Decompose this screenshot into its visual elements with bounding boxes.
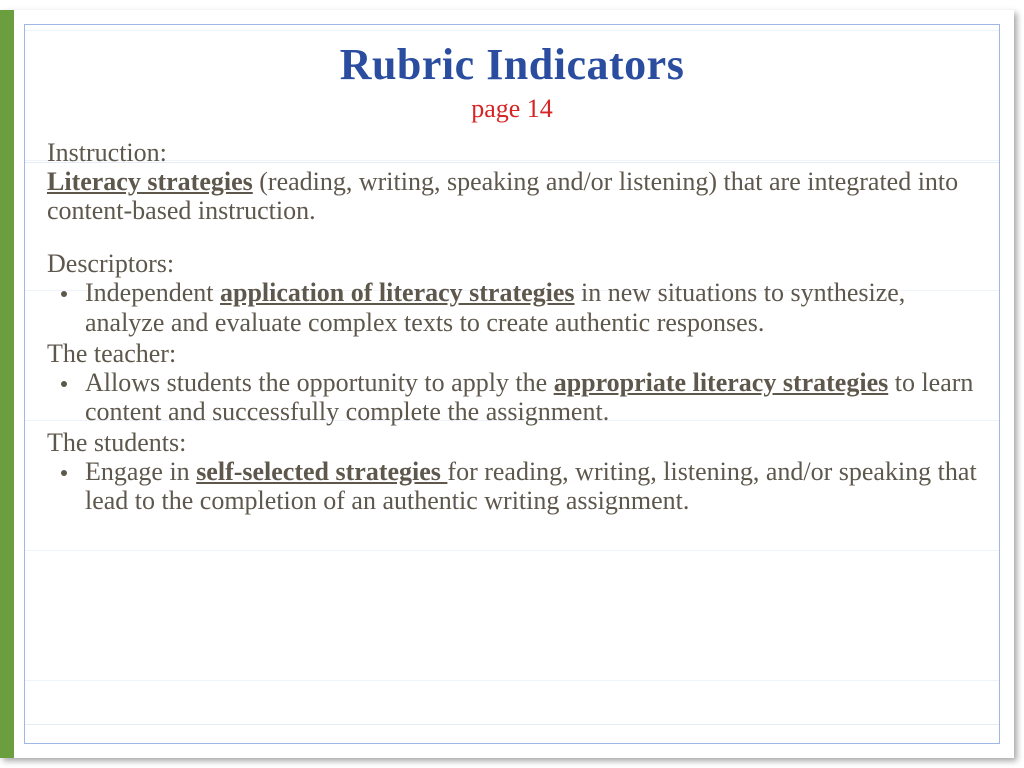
slide-area: Rubric Indicators page 14 Instruction: L… [14, 10, 1014, 758]
slide-card: Rubric Indicators page 14 Instruction: L… [0, 10, 1014, 758]
bullet-icon [61, 470, 67, 476]
descriptor-text: Independent application of literacy stra… [85, 278, 977, 336]
teacher-bullet: Allows students the opportunity to apply… [47, 368, 977, 426]
text-pre: Allows students the opportunity to apply… [85, 368, 554, 397]
text-pre: Engage in [85, 457, 196, 486]
bullet-icon [61, 381, 67, 387]
students-text: Engage in self-selected strategies for r… [85, 457, 977, 515]
slide-title: Rubric Indicators [47, 39, 977, 90]
instruction-paragraph: Literacy strategies (reading, writing, s… [47, 167, 977, 225]
students-label: The students: [47, 428, 977, 457]
left-accent-bar [0, 10, 14, 758]
title-block: Rubric Indicators page 14 [47, 39, 977, 124]
bullet-icon [61, 291, 67, 297]
content-frame: Rubric Indicators page 14 Instruction: L… [24, 24, 1000, 744]
ruled-line [25, 724, 999, 725]
teacher-label: The teacher: [47, 339, 977, 368]
descriptors-label: Descriptors: [47, 249, 977, 278]
ruled-line [25, 162, 999, 163]
body-content: Instruction: Literacy strategies (readin… [47, 138, 977, 515]
slide-subtitle: page 14 [47, 94, 977, 124]
descriptor-bullet: Independent application of literacy stra… [47, 278, 977, 336]
teacher-keyphrase: appropriate literacy strategies [554, 368, 889, 397]
instruction-keyphrase: Literacy strategies [47, 167, 253, 196]
teacher-text: Allows students the opportunity to apply… [85, 368, 977, 426]
text-pre: Independent [85, 278, 220, 307]
descriptor-keyphrase: application of literacy strategies [220, 278, 575, 307]
students-keyphrase: self-selected strategies [196, 457, 447, 486]
students-bullet: Engage in self-selected strategies for r… [47, 457, 977, 515]
